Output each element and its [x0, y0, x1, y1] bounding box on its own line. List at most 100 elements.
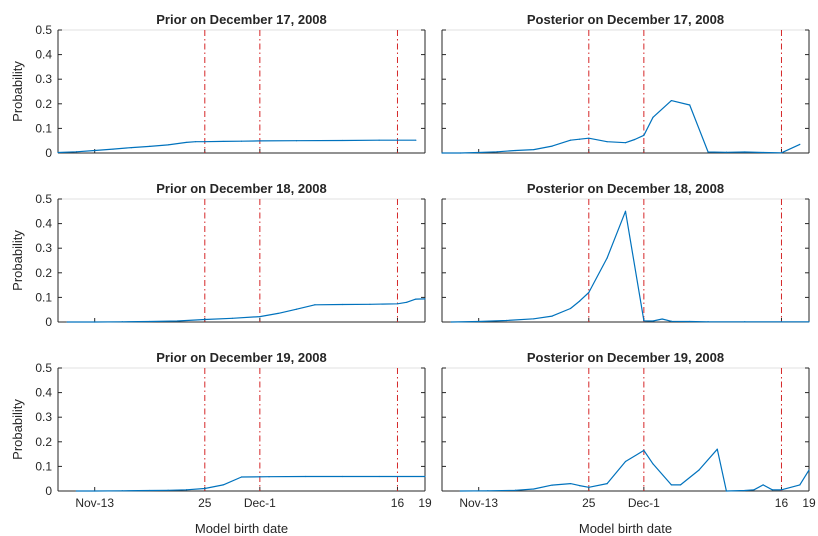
x-axis-label: Model birth date	[579, 521, 672, 536]
data-point	[295, 308, 298, 310]
data-point	[606, 257, 608, 259]
data-point	[478, 151, 480, 154]
data-point	[569, 483, 572, 485]
data-point	[670, 484, 672, 486]
chart-title: Posterior on December 19, 2008	[527, 350, 724, 365]
data-point	[268, 476, 270, 478]
data-point	[588, 486, 590, 488]
x-tick-label: Nov-13	[459, 496, 498, 510]
data-point	[716, 448, 718, 450]
data-point	[424, 298, 426, 300]
series-line	[76, 475, 425, 492]
data-point	[505, 319, 507, 322]
x-tick-label: Nov-13	[75, 496, 114, 510]
y-tick-label: 0.5	[35, 192, 52, 206]
data-point	[396, 303, 399, 305]
data-point	[670, 320, 672, 322]
data-point	[378, 475, 380, 478]
plot-area	[441, 367, 810, 492]
data-point	[231, 317, 233, 319]
series-line	[460, 448, 810, 492]
plot-area	[57, 367, 426, 492]
data-point	[753, 489, 755, 491]
data-point	[624, 210, 627, 212]
x-tick-label: Dec-1	[628, 496, 660, 510]
series-line	[57, 139, 416, 154]
data-point	[441, 152, 443, 154]
x-tick-label: Dec-1	[244, 496, 276, 510]
data-point	[459, 490, 461, 492]
data-point	[533, 148, 535, 151]
data-point	[606, 483, 608, 485]
data-point	[396, 139, 399, 141]
data-point	[204, 318, 206, 321]
data-point	[478, 320, 480, 323]
data-point	[75, 151, 77, 153]
data-point	[799, 143, 801, 145]
y-tick-label: 0.2	[35, 435, 52, 449]
x-tick-label: 16	[391, 496, 405, 510]
series-line	[451, 210, 809, 323]
data-point	[496, 151, 498, 153]
plot-area	[57, 29, 426, 154]
data-point	[341, 139, 344, 142]
y-tick-label: 0.1	[35, 121, 52, 135]
data-point	[195, 141, 197, 143]
y-tick-label: 0.4	[35, 386, 52, 400]
data-point	[725, 151, 728, 153]
data-point	[551, 145, 553, 147]
data-point	[240, 140, 243, 142]
data-point	[652, 320, 654, 322]
y-tick-label: 0	[45, 484, 52, 498]
data-point	[643, 320, 645, 322]
y-tick-label: 0.2	[35, 266, 52, 280]
data-point	[744, 151, 746, 153]
data-point	[689, 320, 691, 323]
data-point	[799, 484, 801, 486]
series-line	[442, 99, 801, 154]
data-point	[579, 484, 581, 487]
data-point	[341, 303, 344, 306]
x-tick-label: 25	[582, 496, 596, 510]
data-point	[341, 475, 344, 478]
data-point	[185, 141, 188, 144]
data-point	[624, 142, 627, 144]
data-point	[780, 152, 783, 154]
data-point	[149, 145, 151, 147]
data-point	[415, 298, 417, 300]
data-point	[514, 149, 517, 152]
plot-area	[441, 198, 810, 323]
y-tick-label: 0.1	[35, 290, 52, 304]
chart-title: Posterior on December 18, 2008	[527, 181, 724, 196]
data-point	[149, 320, 151, 323]
data-point	[305, 475, 307, 478]
data-point	[744, 321, 746, 323]
data-point	[176, 320, 178, 322]
data-point	[707, 321, 709, 323]
data-point	[771, 489, 773, 491]
data-point	[314, 304, 316, 306]
data-point	[167, 489, 169, 491]
y-tick-label: 0	[45, 315, 52, 329]
data-point	[588, 137, 590, 139]
data-point	[222, 484, 224, 486]
y-axis-label: Probability	[10, 230, 25, 291]
y-tick-label: 0.3	[35, 72, 52, 86]
data-point	[487, 490, 489, 492]
data-point	[240, 476, 243, 478]
data-point	[295, 140, 298, 142]
data-point	[624, 460, 627, 463]
data-point	[66, 321, 68, 323]
data-point	[569, 139, 572, 141]
data-point	[652, 116, 654, 118]
data-point	[533, 488, 535, 490]
plot-area	[441, 29, 810, 154]
data-point	[579, 138, 581, 140]
data-point	[670, 100, 672, 102]
data-point	[167, 144, 169, 146]
data-point	[551, 484, 553, 486]
chart-title: Prior on December 19, 2008	[156, 350, 327, 365]
data-point	[112, 148, 114, 150]
data-point	[698, 469, 700, 471]
